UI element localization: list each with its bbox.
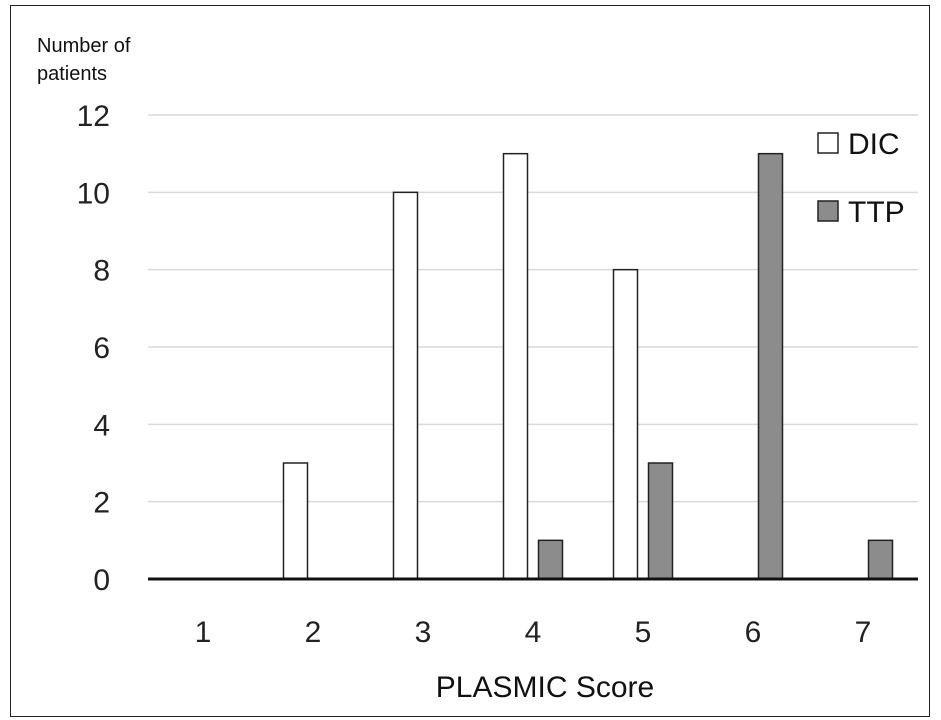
x-tick-label: 3 [415,616,432,649]
bar-ttp-5 [647,462,674,580]
y-axis-label-line1: Number of [37,35,131,57]
x-tick-labels: 1 2 3 4 5 6 7 [195,616,872,649]
bar-dic-5 [612,268,639,580]
x-tick-label: 6 [745,616,762,649]
bar-ttp-4 [537,539,564,580]
bar-dic-2 [282,462,309,580]
x-tick-label: 2 [305,616,322,649]
x-tick-label: 4 [525,616,542,649]
y-tick-label: 2 [93,487,110,520]
y-tick-label: 6 [93,332,110,365]
y-tick-label: 10 [77,177,110,210]
legend-label-dic: DIC [848,128,900,161]
gridlines [148,114,918,503]
y-tick-label: 8 [93,255,110,288]
bar-dic-4 [502,152,529,580]
x-tick-label: 5 [635,616,652,649]
bar-ttp-7 [867,539,894,580]
legend-swatch-ttp [817,200,839,222]
legend: DIC TTP [817,128,905,229]
x-axis-title: PLASMIC Score [436,671,654,704]
legend-label-ttp: TTP [848,196,905,229]
x-tick-label: 7 [855,616,872,649]
bar-dic-3 [392,191,419,580]
legend-swatch-dic [817,132,839,154]
bars [282,152,894,580]
y-axis-label-line2: patients [37,63,107,85]
y-tick-label: 12 [77,100,110,133]
x-tick-label: 1 [195,616,212,649]
y-tick-labels: 0 2 4 6 8 10 12 [77,100,110,597]
y-tick-label: 4 [93,409,110,442]
y-tick-label: 0 [93,564,110,597]
bar-ttp-6 [757,152,784,580]
